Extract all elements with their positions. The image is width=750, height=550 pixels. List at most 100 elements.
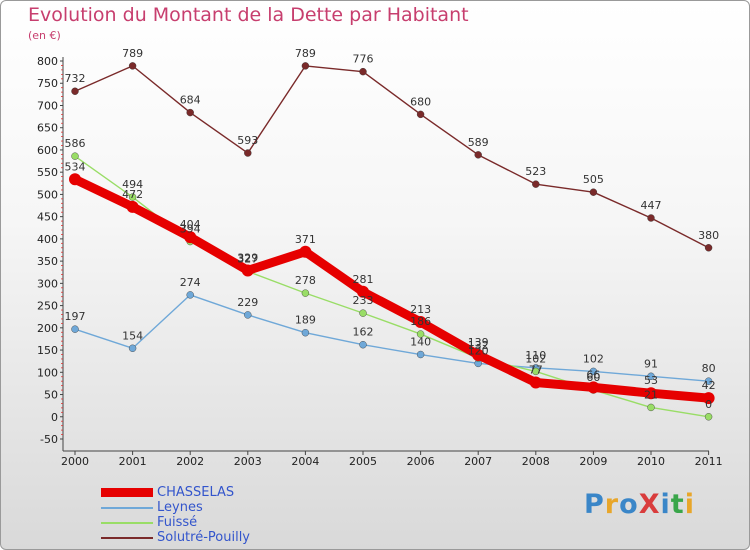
data-label: 327	[237, 252, 258, 265]
proxiti-logo: ProXiti	[584, 489, 695, 520]
data-label: 789	[295, 47, 316, 60]
y-tick-label: 150	[37, 344, 58, 357]
data-label: 42	[702, 379, 716, 392]
x-tick-label: 2009	[579, 455, 607, 468]
data-point	[647, 403, 655, 412]
data-label: 132	[468, 339, 489, 352]
legend-label: Fuissé	[157, 515, 198, 530]
data-label: 380	[698, 229, 719, 242]
data-label: 77	[529, 364, 543, 377]
data-point	[704, 244, 713, 252]
data-label: 197	[65, 310, 86, 323]
data-point	[472, 348, 485, 361]
data-label: 110	[525, 349, 546, 362]
logo-letter: r	[604, 489, 620, 520]
legend-label: Solutré-Pouilly	[157, 530, 250, 545]
data-point	[532, 367, 540, 376]
y-tick-label: 0	[51, 411, 58, 424]
data-label: 162	[353, 326, 374, 339]
data-label: 274	[180, 276, 201, 289]
x-tick-label: 2003	[234, 455, 262, 468]
data-point	[71, 152, 79, 160]
y-tick-label: 400	[37, 233, 58, 246]
data-label: 789	[122, 47, 143, 60]
data-point	[301, 62, 310, 70]
data-label: 53	[644, 374, 658, 387]
data-label: 102	[583, 352, 604, 365]
x-tick-label: 2000	[61, 455, 89, 468]
x-tick-label: 2001	[119, 455, 147, 468]
x-tick-label: 2010	[637, 455, 665, 468]
data-point	[359, 309, 367, 317]
y-tick-label: 50	[44, 389, 58, 402]
series-line-Fuissé	[74, 155, 709, 418]
y-tick-label: 650	[37, 122, 58, 135]
data-label: 186	[410, 315, 431, 328]
y-tick-label: 350	[37, 255, 58, 268]
data-label: 732	[65, 72, 86, 85]
data-point	[301, 289, 310, 297]
data-label: 281	[353, 273, 374, 286]
y-tick-label: 750	[37, 77, 58, 90]
series-line-Leynes	[74, 294, 709, 382]
data-point	[244, 311, 252, 319]
data-label: 586	[65, 137, 86, 150]
data-point	[416, 330, 425, 338]
data-point	[647, 214, 655, 222]
data-point	[126, 200, 139, 213]
data-label: 80	[702, 362, 716, 375]
y-tick-label: 450	[37, 211, 58, 224]
data-point	[416, 350, 425, 359]
data-label: 534	[65, 160, 86, 173]
data-label: 505	[583, 173, 604, 186]
data-label: 66	[586, 368, 600, 381]
data-point	[128, 193, 137, 201]
y-tick-label: 800	[37, 55, 58, 68]
data-label: 447	[641, 199, 662, 212]
unit-label: (en €)	[28, 29, 61, 42]
data-label: 102	[525, 352, 546, 365]
x-tick-label: 2007	[464, 455, 492, 468]
y-tick-label: 600	[37, 144, 58, 157]
x-tick-label: 2006	[407, 455, 435, 468]
data-point	[128, 62, 137, 70]
y-tick-label: 500	[37, 188, 58, 201]
data-point	[589, 367, 598, 376]
data-point	[301, 329, 310, 337]
data-point	[184, 231, 197, 244]
data-label: 139	[468, 336, 489, 349]
y-tick-label: 300	[37, 277, 58, 290]
y-tick-label: 550	[37, 166, 58, 179]
data-label: 60	[586, 371, 600, 384]
x-tick-label: 2004	[291, 455, 319, 468]
x-tick-label: 2011	[695, 455, 723, 468]
data-point	[71, 325, 79, 333]
data-label: 371	[295, 233, 316, 246]
data-label: 213	[410, 303, 431, 316]
data-point	[702, 392, 715, 405]
data-point	[359, 67, 367, 76]
data-point	[71, 87, 79, 95]
data-label: 593	[237, 134, 258, 147]
data-label: 589	[468, 136, 489, 149]
data-label: 680	[410, 95, 431, 108]
legend-swatch	[101, 522, 153, 524]
data-label: 91	[644, 357, 658, 370]
data-label: 229	[237, 296, 258, 309]
data-point	[532, 180, 540, 188]
series-line-Solutré-Pouilly	[74, 65, 709, 249]
y-tick-label: 100	[37, 366, 58, 379]
logo-letter: i	[684, 489, 695, 520]
data-label: 189	[295, 314, 316, 327]
data-point	[704, 377, 713, 385]
data-point	[474, 151, 482, 159]
data-point	[69, 173, 81, 186]
legend-label: CHASSELAS	[157, 485, 235, 500]
data-label: 140	[410, 336, 431, 349]
legend-swatch	[101, 507, 153, 509]
data-label: 329	[237, 251, 258, 264]
y-tick-label: 250	[37, 300, 58, 313]
data-point	[414, 316, 427, 329]
data-point	[589, 188, 598, 196]
